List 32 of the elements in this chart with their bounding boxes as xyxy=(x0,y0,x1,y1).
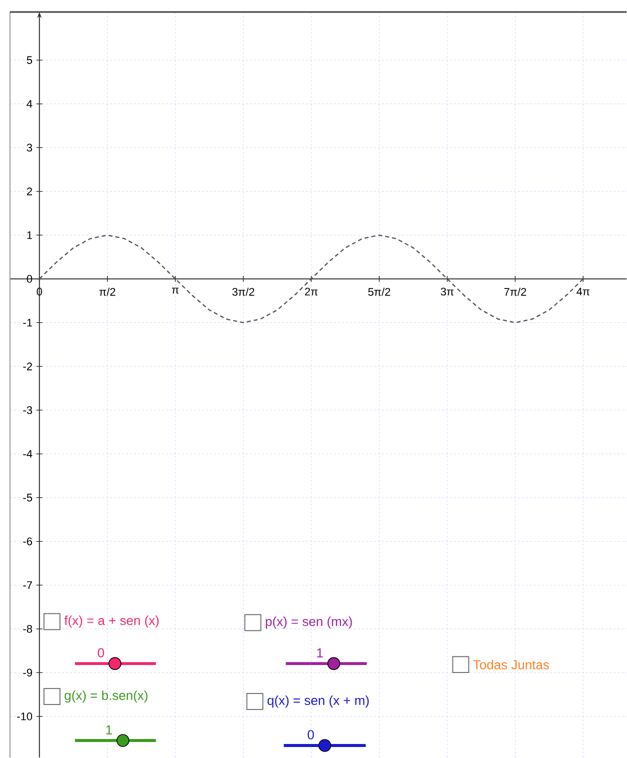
annotation: Todas Juntas xyxy=(473,660,549,670)
y-tick-label: -9 xyxy=(23,668,32,677)
y-tick-label: -4 xyxy=(23,450,32,458)
annotation: 0 xyxy=(308,730,314,740)
y-tick-label: -6 xyxy=(23,537,32,546)
x-tick-label: 3π xyxy=(440,288,454,296)
annotation: 1 xyxy=(106,725,112,734)
annotation: p(x) = sen (mx) xyxy=(266,616,352,629)
x-tick-label: 5π/2 xyxy=(368,288,390,296)
annotation: 0 xyxy=(98,648,104,658)
y-tick-label: 3 xyxy=(26,144,32,152)
y-tick-label: -10 xyxy=(16,712,32,720)
y-tick-label: 4 xyxy=(26,100,32,108)
y-tick-label: -8 xyxy=(23,624,32,633)
x-tick-label: π xyxy=(172,288,179,294)
y-tick-label: 1 xyxy=(27,231,32,239)
annotation: f(x) = a + sen (x) xyxy=(64,616,158,628)
y-tick-label: -1 xyxy=(23,318,32,326)
x-tick-label: 7π/2 xyxy=(504,288,526,296)
x-tick-label: 3π/2 xyxy=(232,288,254,296)
y-tick-label: -2 xyxy=(23,362,32,370)
y-tick-label: 2 xyxy=(26,188,32,196)
y-tick-label: 5 xyxy=(26,56,32,64)
y-tick-label: -7 xyxy=(23,581,32,589)
x-tick-label: π/2 xyxy=(99,288,116,296)
x-tick-label: 4π xyxy=(576,288,590,296)
x-tick-label: 2π xyxy=(304,288,318,296)
annotation: q(x) = sen (x + m) xyxy=(267,695,369,708)
annotation: 1 xyxy=(317,648,323,658)
y-tick-label: -5 xyxy=(23,494,32,502)
annotation: g(x) = b.sen(x) xyxy=(64,690,148,703)
y-tick-label: -3 xyxy=(23,406,32,414)
